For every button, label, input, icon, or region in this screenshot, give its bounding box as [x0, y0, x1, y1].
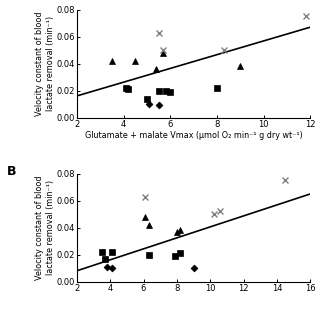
Text: B: B [7, 165, 16, 178]
Y-axis label: Velocity constant of blood
lactate removal (min⁻¹): Velocity constant of blood lactate remov… [36, 175, 55, 280]
Y-axis label: Velocity constant of blood
lactate removal (min⁻¹): Velocity constant of blood lactate remov… [36, 11, 55, 116]
X-axis label: Glutamate + malate Vmax (μmol O₂ min⁻¹ g dry wt⁻¹): Glutamate + malate Vmax (μmol O₂ min⁻¹ g… [85, 132, 302, 140]
